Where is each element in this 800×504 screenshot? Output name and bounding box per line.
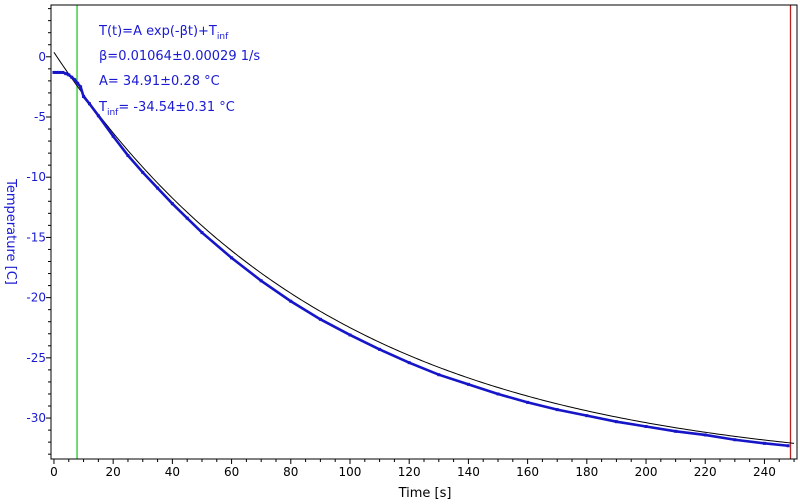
- data-point: [466, 382, 470, 386]
- data-point: [703, 433, 707, 437]
- data-point: [82, 95, 86, 99]
- x-tick-label: 240: [753, 465, 776, 479]
- fit-equation-main: T(t)=A exp(-βt)+T: [98, 24, 217, 39]
- y-tick-label: -15: [26, 230, 46, 244]
- x-axis-title: Time [s]: [398, 486, 452, 501]
- x-tick-label: 160: [516, 465, 539, 479]
- data-point: [526, 400, 530, 404]
- data-point: [259, 279, 263, 283]
- data-point: [61, 70, 65, 74]
- y-tick-label: 0: [38, 50, 46, 64]
- y-tick-label: -20: [26, 291, 46, 305]
- x-tick-label: 220: [694, 465, 717, 479]
- data-point: [52, 70, 56, 74]
- fit-annotation: T(t)=A exp(-βt)+Tinf β=0.01064±0.00029 1…: [98, 24, 260, 118]
- fit-equation-subscript: inf: [217, 32, 229, 42]
- fit-tinf: Tinf= -34.54±0.31 °C: [98, 100, 235, 118]
- data-point: [230, 256, 234, 260]
- x-tick-label: 140: [457, 465, 480, 479]
- data-point: [170, 202, 174, 206]
- data-point: [555, 408, 559, 412]
- data-point: [87, 102, 91, 106]
- fit-tinf-subscript: inf: [107, 108, 119, 118]
- x-tick-label: 80: [283, 465, 298, 479]
- data-point: [126, 154, 130, 158]
- y-tick-label: -25: [26, 351, 46, 365]
- data-point: [67, 73, 71, 77]
- fit-tinf-main: T: [98, 100, 107, 115]
- data-point: [73, 78, 77, 82]
- fit-amplitude: A= 34.91±0.28 °C: [99, 74, 220, 89]
- data-point: [141, 170, 145, 174]
- data-point: [644, 424, 648, 428]
- data-point: [289, 299, 293, 303]
- data-point: [614, 420, 618, 424]
- data-point: [585, 414, 589, 418]
- fit-tinf-value: = -34.54±0.31 °C: [118, 100, 234, 115]
- data-point: [64, 72, 68, 76]
- data-point: [733, 438, 737, 442]
- y-tick-label: -10: [26, 170, 46, 184]
- y-tick-label: -5: [34, 110, 46, 124]
- data-point: [200, 231, 204, 235]
- data-point: [407, 361, 411, 365]
- data-point: [348, 333, 352, 337]
- data-point: [111, 134, 115, 138]
- data-point: [70, 75, 74, 79]
- x-tick-label: 60: [224, 465, 239, 479]
- y-tick-label: -30: [26, 411, 46, 425]
- x-axis-ticks: 0 20 40 60 80 100 120 140 160 180 200 220 240: [50, 459, 795, 479]
- x-tick-label: 20: [106, 465, 121, 479]
- fit-curve-group: [53, 52, 795, 444]
- data-series: [52, 70, 790, 448]
- data-point: [185, 216, 189, 220]
- data-point: [79, 85, 83, 89]
- x-tick-label: 120: [398, 465, 421, 479]
- data-point: [58, 70, 62, 74]
- x-tick-label: 200: [635, 465, 658, 479]
- x-tick-label: 0: [50, 465, 58, 479]
- fit-beta: β=0.01064±0.00029 1/s: [99, 49, 260, 64]
- data-point: [496, 392, 500, 396]
- x-tick-label: 100: [339, 465, 362, 479]
- data-point: [378, 347, 382, 351]
- data-point: [76, 81, 80, 85]
- data-point: [55, 70, 59, 74]
- x-tick-label: 180: [575, 465, 598, 479]
- data-point: [156, 186, 160, 190]
- data-point: [674, 429, 678, 433]
- data-point: [762, 441, 766, 445]
- data-point: [318, 317, 322, 321]
- fit-equation: T(t)=A exp(-βt)+Tinf: [98, 24, 229, 42]
- data-point: [437, 373, 441, 377]
- data-point: [786, 444, 790, 448]
- data-point: [96, 114, 100, 118]
- y-axis-ticks: 0 -5 -10 -15 -20 -25 -30: [26, 8, 51, 455]
- y-axis-title: Temperature [C]: [3, 178, 18, 285]
- fit-curve: [53, 52, 795, 444]
- x-tick-label: 40: [165, 465, 180, 479]
